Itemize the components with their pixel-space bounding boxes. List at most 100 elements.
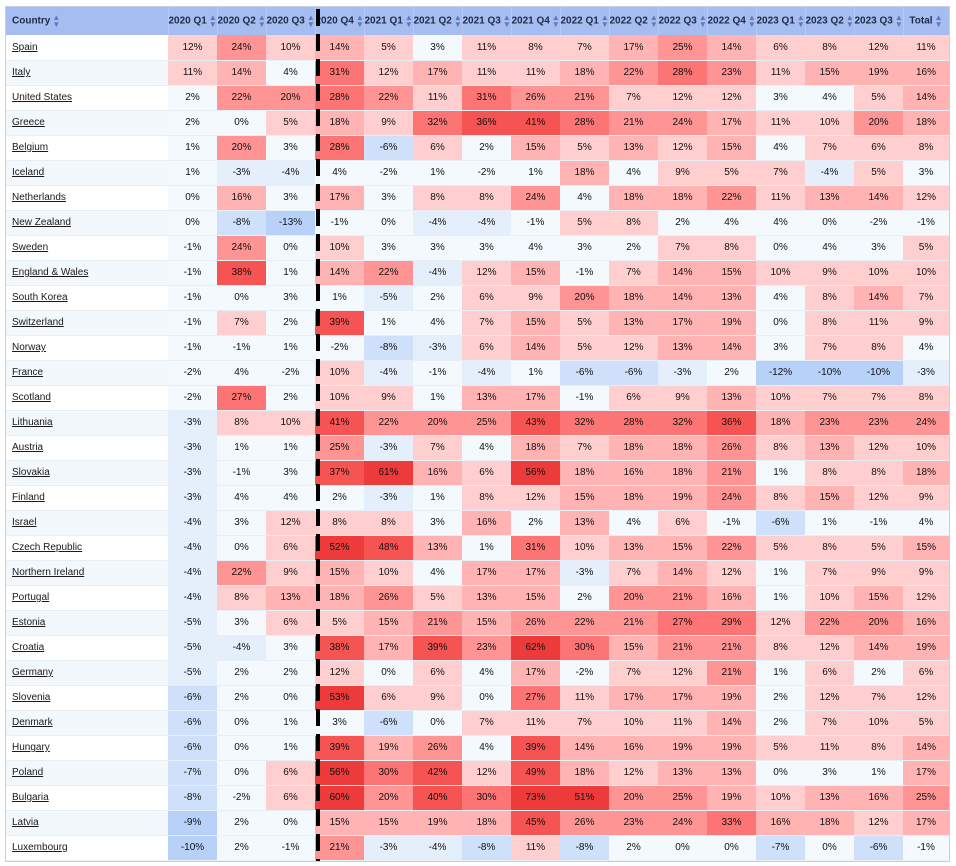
value-cell: 18%: [511, 435, 560, 461]
value-cell: 10%: [903, 435, 949, 461]
column-header[interactable]: 2022 Q4 ▲ ▼: [707, 7, 757, 35]
value-cell: 1%: [266, 260, 315, 286]
column-header[interactable]: 2023 Q1 ▲ ▼: [756, 7, 806, 35]
country-link[interactable]: Netherlands: [12, 192, 66, 203]
country-link[interactable]: Belgium: [12, 142, 49, 153]
country-link[interactable]: Hungary: [12, 742, 50, 753]
value-cell: 4%: [903, 335, 949, 361]
sort-arrows-icon[interactable]: ▲ ▼: [306, 13, 315, 29]
country-link[interactable]: Denmark: [12, 717, 53, 728]
value-cell: 12%: [903, 585, 949, 611]
country-link[interactable]: Lithuania: [12, 417, 53, 428]
column-header-label: 2022 Q4: [707, 15, 746, 27]
sort-arrows-icon[interactable]: ▲ ▼: [698, 13, 707, 29]
value-cell: 4%: [756, 210, 805, 236]
country-link[interactable]: Portugal: [12, 592, 50, 603]
country-link[interactable]: Scotland: [12, 392, 51, 403]
value-cell: 15%: [609, 635, 658, 661]
column-header[interactable]: 2020 Q2 ▲ ▼: [217, 7, 267, 35]
country-link[interactable]: Slovenia: [12, 692, 51, 703]
column-header[interactable]: 2020 Q4 ▲ ▼: [315, 7, 365, 35]
country-link[interactable]: United States: [12, 92, 73, 103]
country-link[interactable]: Spain: [12, 41, 38, 53]
value-cell: 9%: [903, 310, 949, 336]
country-link[interactable]: Estonia: [12, 617, 46, 628]
sort-arrows-icon[interactable]: ▲ ▼: [551, 13, 560, 29]
value-cell: -6%: [854, 835, 903, 861]
sort-arrows-icon[interactable]: ▲ ▼: [52, 13, 61, 29]
country-link[interactable]: Greece: [12, 117, 45, 128]
country-link[interactable]: France: [12, 367, 44, 378]
sort-arrows-icon[interactable]: ▲ ▼: [845, 13, 854, 29]
country-link[interactable]: Czech Republic: [12, 542, 83, 553]
sort-arrows-icon[interactable]: ▲ ▼: [747, 13, 756, 29]
column-header[interactable]: 2021 Q3 ▲ ▼: [462, 7, 512, 35]
value-cell: 0%: [658, 835, 707, 861]
country-link[interactable]: Finland: [12, 492, 45, 503]
country-link[interactable]: Sweden: [12, 242, 49, 253]
table-row: England & Wales -1% 38% 1% 14% 22% -4% 12% 15% -1…: [6, 260, 949, 286]
column-header[interactable]: 2020 Q1 ▲ ▼: [168, 7, 218, 35]
value-cell: 10%: [266, 35, 315, 61]
column-header[interactable]: 2021 Q4 ▲ ▼: [511, 7, 561, 35]
column-header-country[interactable]: Country ▲ ▼: [6, 7, 169, 35]
value-cell: 61%: [364, 460, 413, 486]
country-link[interactable]: Croatia: [12, 642, 45, 653]
column-header[interactable]: 2023 Q3 ▲ ▼: [854, 7, 904, 35]
country-link[interactable]: Poland: [12, 767, 44, 778]
sort-arrows-icon[interactable]: ▲ ▼: [934, 13, 943, 29]
value-cell: 6%: [903, 660, 949, 686]
value-cell: 11%: [756, 60, 805, 86]
value-cell: 24%: [903, 410, 949, 436]
sort-arrows-icon[interactable]: ▲ ▼: [404, 13, 413, 29]
column-header[interactable]: 2021 Q1 ▲ ▼: [364, 7, 414, 35]
sort-arrows-icon[interactable]: ▲ ▼: [208, 13, 217, 29]
value-cell: 24%: [217, 35, 266, 61]
sort-arrows-icon[interactable]: ▲ ▼: [453, 13, 462, 29]
column-header[interactable]: 2023 Q2 ▲ ▼: [805, 7, 855, 35]
country-link[interactable]: Northern Ireland: [12, 567, 85, 578]
country-link[interactable]: Latvia: [12, 817, 39, 828]
value-cell: 6%: [413, 660, 462, 686]
country-link[interactable]: South Korea: [12, 292, 68, 303]
sort-arrows-icon[interactable]: ▲ ▼: [796, 13, 805, 29]
sort-arrows-icon[interactable]: ▲ ▼: [355, 13, 364, 29]
value-cell: 17%: [511, 660, 560, 686]
country-link[interactable]: New Zealand: [12, 217, 71, 228]
country-link[interactable]: Iceland: [12, 167, 45, 178]
column-header[interactable]: 2022 Q1 ▲ ▼: [560, 7, 610, 35]
value-cell: -3%: [364, 835, 413, 861]
value-cell: 15%: [315, 560, 364, 586]
country-link[interactable]: Slovakia: [12, 467, 50, 478]
sort-arrows-icon[interactable]: ▲ ▼: [502, 13, 511, 29]
value-cell: 3%: [266, 635, 315, 661]
column-header[interactable]: 2022 Q3 ▲ ▼: [658, 7, 708, 35]
country-link[interactable]: Italy: [12, 67, 31, 78]
value-cell: 6%: [658, 510, 707, 536]
country-link[interactable]: Switzerland: [12, 317, 64, 328]
value-cell: 20%: [609, 585, 658, 611]
country-link[interactable]: Bulgaria: [12, 792, 49, 803]
value-cell: 15%: [658, 535, 707, 561]
value-cell: 7%: [560, 710, 609, 736]
sort-arrows-icon[interactable]: ▲ ▼: [894, 13, 903, 29]
column-header[interactable]: 2022 Q2 ▲ ▼: [609, 7, 659, 35]
country-link[interactable]: Israel: [12, 517, 37, 528]
column-header[interactable]: Total ▲ ▼: [903, 7, 949, 35]
country-link[interactable]: Luxembourg: [12, 842, 68, 853]
value-cell: 14%: [560, 735, 609, 761]
sort-arrows-icon[interactable]: ▲ ▼: [257, 13, 266, 29]
column-header[interactable]: 2020 Q3 ▲ ▼: [266, 7, 316, 35]
country-link[interactable]: Norway: [12, 342, 46, 353]
value-cell: 4%: [805, 235, 854, 261]
value-cell: 10%: [266, 410, 315, 436]
country-link[interactable]: England & Wales: [12, 267, 89, 278]
sort-arrows-icon[interactable]: ▲ ▼: [600, 13, 609, 29]
sort-arrows-icon[interactable]: ▲ ▼: [649, 13, 658, 29]
value-cell: 17%: [315, 185, 364, 211]
value-cell: 25%: [658, 35, 707, 61]
country-link[interactable]: Austria: [12, 442, 44, 453]
country-link[interactable]: Germany: [12, 667, 54, 678]
value-cell: 18%: [462, 810, 511, 836]
column-header[interactable]: 2021 Q2 ▲ ▼: [413, 7, 463, 35]
